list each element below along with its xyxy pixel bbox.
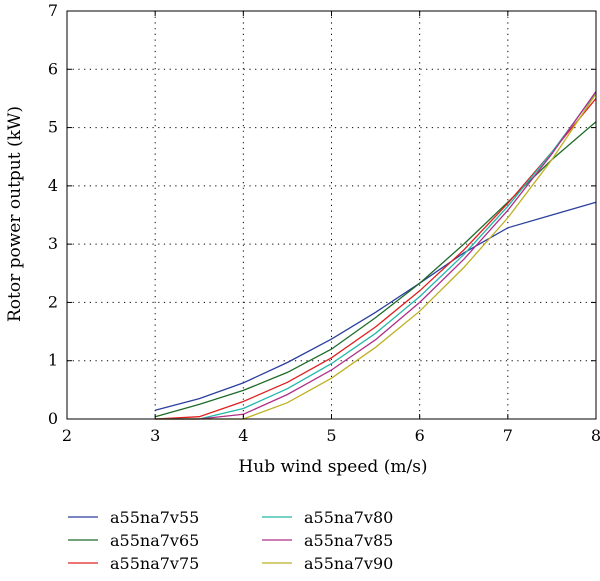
x-tick-label: 6 bbox=[415, 426, 425, 445]
legend-label: a55na7v55 bbox=[110, 508, 199, 527]
y-tick-label: 3 bbox=[48, 234, 58, 253]
series-line-a55na7v65 bbox=[155, 121, 597, 418]
x-tick-label: 5 bbox=[326, 426, 336, 445]
legend-label: a55na7v75 bbox=[110, 554, 199, 573]
y-tick-label: 4 bbox=[48, 176, 58, 195]
y-tick-label: 2 bbox=[48, 292, 58, 311]
x-tick-label: 4 bbox=[238, 426, 248, 445]
y-axis-label: Rotor power output (kW) bbox=[5, 106, 25, 322]
y-tick-label: 6 bbox=[48, 59, 58, 78]
series-line-a55na7v75 bbox=[155, 97, 597, 420]
x-axis-label: Hub wind speed (m/s) bbox=[238, 457, 427, 477]
legend-label: a55na7v90 bbox=[304, 554, 393, 573]
y-tick-label: 0 bbox=[48, 409, 58, 428]
series-line-a55na7v55 bbox=[155, 201, 597, 411]
y-tick-label: 7 bbox=[48, 1, 58, 20]
series-lines bbox=[155, 91, 597, 420]
series-line-a55na7v80 bbox=[155, 92, 597, 420]
x-tick-label: 2 bbox=[62, 426, 72, 445]
legend-label: a55na7v65 bbox=[110, 531, 199, 550]
x-tick-label: 7 bbox=[503, 426, 513, 445]
x-tick-label: 3 bbox=[150, 426, 160, 445]
y-tick-label: 1 bbox=[48, 351, 58, 370]
legend-label: a55na7v80 bbox=[304, 508, 393, 527]
legend-label: a55na7v85 bbox=[304, 531, 393, 550]
series-line-a55na7v85 bbox=[155, 91, 597, 420]
series-line-a55na7v90 bbox=[155, 93, 597, 420]
y-tick-label: 5 bbox=[48, 118, 58, 137]
y-axis-ticks: 0 1 2 3 4 5 6 7 bbox=[48, 1, 596, 428]
legend: a55na7v55 a55na7v65 a55na7v75 a55na7v80 a55n… bbox=[68, 508, 393, 573]
x-tick-label: 8 bbox=[591, 426, 600, 445]
x-axis-ticks: 2 3 4 5 6 7 8 bbox=[62, 11, 600, 445]
